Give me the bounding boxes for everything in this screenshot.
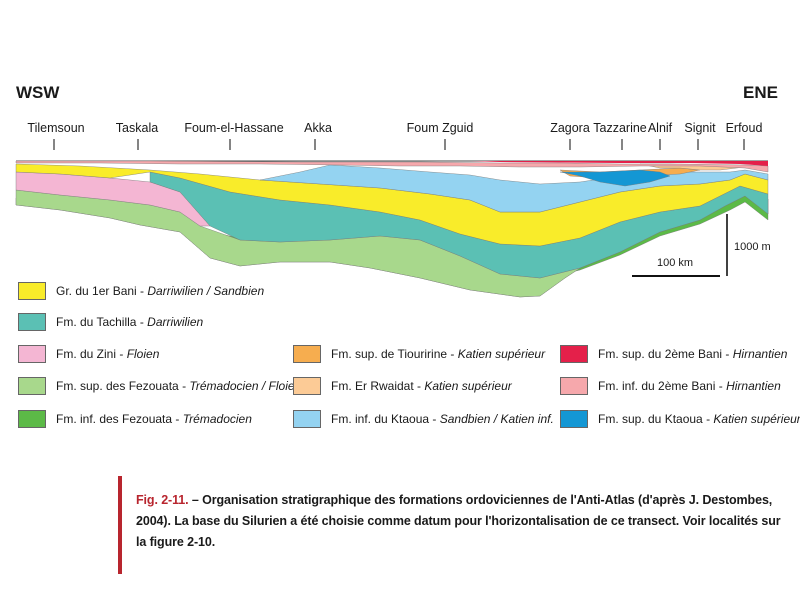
legend-item-bani2-inf: Fm. inf. du 2ème Bani - Hirnantien <box>560 375 781 397</box>
locality-tazzarine: Tazzarine <box>593 121 647 135</box>
locality-foum-zguid: Foum Zguid <box>406 121 474 135</box>
direction-west-label: WSW <box>16 83 60 102</box>
stratigraphic-cross-section <box>15 139 769 298</box>
figure-caption: Fig. 2-11. – Organisation stratigraphiqu… <box>136 490 786 553</box>
legend-swatch <box>18 410 46 428</box>
legend-swatch <box>18 282 46 300</box>
legend-item-zini: Fm. du Zini - Floien <box>18 343 159 365</box>
legend-item-bani2-sup: Fm. sup. du 2ème Bani - Hirnantien <box>560 343 787 365</box>
legend-swatch <box>293 377 321 395</box>
locality-erfoud: Erfoud <box>725 121 763 135</box>
legend-item-ktaoua-sup: Fm. sup. du Ktaoua - Katien supérieur <box>560 408 800 430</box>
legend-item-bani1: Gr. du 1er Bani - Darriwilien / Sandbien <box>18 280 264 302</box>
direction-east-label: ENE <box>743 83 778 102</box>
legend-swatch <box>560 345 588 363</box>
legend-item-er-rwaidat: Fm. Er Rwaidat - Katien supérieur <box>293 375 512 397</box>
locality-taskala: Taskala <box>115 121 159 135</box>
horizontal-scale-label: 100 km <box>657 257 694 269</box>
figure-number: Fig. 2-11. <box>136 493 189 507</box>
locality-alnif: Alnif <box>647 121 673 135</box>
caption-text: – Organisation stratigraphique des forma… <box>136 493 781 549</box>
layer-ktaoua-sup <box>559 169 671 187</box>
legend-swatch <box>18 377 46 395</box>
locality-signit: Signit <box>684 121 716 135</box>
locality-akka: Akka <box>304 121 332 135</box>
layer-bani2-sup <box>470 161 768 166</box>
locality-ticks <box>53 139 745 150</box>
legend-item-fezouata-sup: Fm. sup. des Fezouata - Trémadocien / Fl… <box>18 375 301 397</box>
locality-tilemsoun: Tilemsoun <box>27 121 85 135</box>
layer-bani2-inf <box>15 160 769 173</box>
legend-swatch <box>18 313 46 331</box>
caption-accent-bar <box>118 476 122 574</box>
legend-swatch <box>560 410 588 428</box>
locality-zagora: Zagora <box>550 121 590 135</box>
legend-item-fezouata-inf: Fm. inf. des Fezouata - Trémadocien <box>18 408 252 430</box>
vertical-scale-label: 1000 m <box>734 241 771 253</box>
legend-swatch <box>293 345 321 363</box>
legend-swatch <box>560 377 588 395</box>
legend-item-tiouririne: Fm. sup. de Tiouririne - Katien supérieu… <box>293 343 545 365</box>
legend-swatch <box>293 410 321 428</box>
legend-item-ktaoua-inf: Fm. inf. du Ktaoua - Sandbien / Katien i… <box>293 408 554 430</box>
locality-foum-el-hassane: Foum-el-Hassane <box>184 121 284 135</box>
legend-swatch <box>18 345 46 363</box>
legend-item-tachilla: Fm. du Tachilla - Darriwilien <box>18 311 203 333</box>
